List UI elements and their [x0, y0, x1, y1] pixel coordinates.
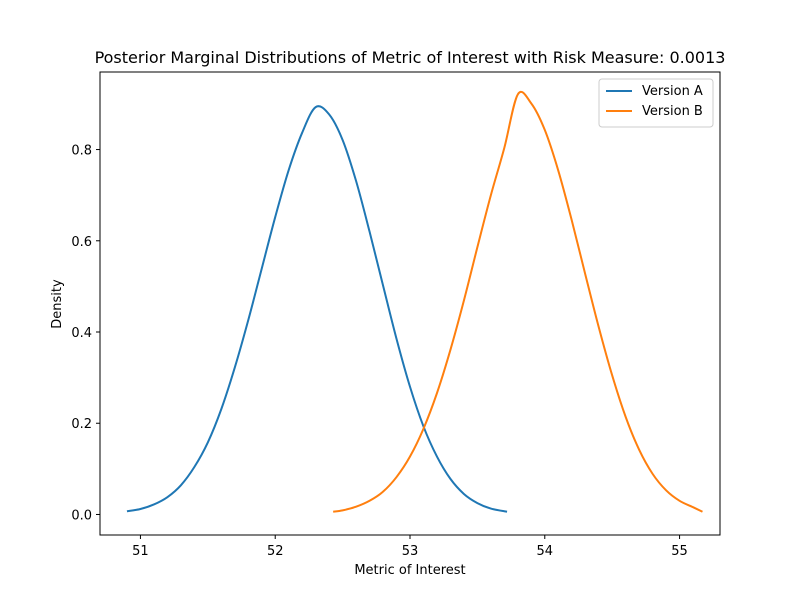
x-axis-ticks: 51 52 53 54 55 — [132, 535, 688, 559]
y-tick-label: 0.8 — [71, 144, 92, 159]
x-tick-label: 53 — [402, 544, 419, 559]
x-axis-label: Metric of Interest — [354, 563, 465, 578]
plot-area-frame — [99, 71, 721, 536]
legend: Version A Version B — [598, 78, 714, 128]
series-layer — [126, 90, 703, 513]
legend-label-version-b: Version B — [642, 104, 703, 119]
y-tick-label: 0.4 — [71, 326, 92, 341]
y-axis-label: Density — [50, 279, 65, 329]
series-line-version-b — [333, 90, 703, 513]
y-axis-ticks: 0.0 0.2 0.4 0.6 0.8 — [71, 144, 100, 523]
chart-title: Posterior Marginal Distributions of Metr… — [95, 48, 726, 67]
series-line-version-a — [126, 105, 508, 513]
x-tick-label: 52 — [267, 544, 284, 559]
x-tick-label: 54 — [537, 544, 554, 559]
y-tick-label: 0.2 — [71, 417, 92, 432]
x-tick-label: 51 — [132, 544, 149, 559]
x-tick-label: 55 — [671, 544, 688, 559]
y-tick-label: 0.0 — [71, 508, 92, 523]
legend-label-version-a: Version A — [642, 84, 703, 99]
y-tick-label: 0.6 — [71, 235, 92, 250]
